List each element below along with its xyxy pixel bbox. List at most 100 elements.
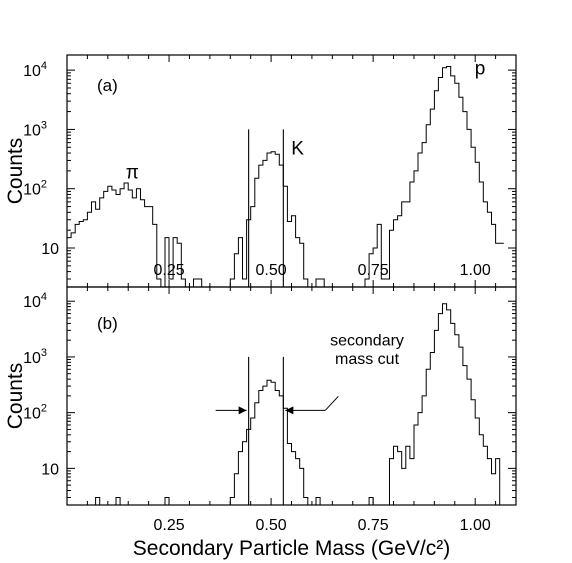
histogram-bin [500, 243, 504, 287]
histogram-bin [414, 425, 418, 505]
histogram-bin [316, 497, 320, 505]
histogram-bin [263, 160, 267, 287]
y-tick-exponent: 4 [41, 291, 47, 303]
histogram-bin [79, 221, 83, 287]
histogram-bin [243, 442, 247, 505]
histogram-bin [451, 323, 455, 505]
peak-annotation: π [126, 162, 139, 183]
x-tick-label: 1.00 [460, 262, 491, 279]
histogram-bin [198, 279, 202, 287]
histogram-bin [492, 474, 496, 505]
y-tick-label: 102 [23, 403, 47, 423]
histogram-bin [149, 207, 153, 287]
x-tick-label: 1.00 [460, 517, 491, 534]
histogram-bin [365, 279, 369, 287]
histogram-bin [496, 243, 500, 287]
histogram-bin [300, 468, 304, 505]
histogram-bin [169, 279, 173, 287]
histogram-bin [438, 314, 442, 505]
histogram-bin [287, 221, 291, 287]
histogram-bin [394, 220, 398, 287]
histogram-bin [194, 279, 198, 287]
histogram-bin [255, 178, 259, 287]
histogram-bin [467, 129, 471, 287]
histogram-bin [263, 386, 267, 505]
y-tick-base: 10 [23, 406, 41, 423]
histogram-bin [136, 189, 140, 287]
arrow-head-icon [238, 406, 247, 415]
histogram-bin [91, 202, 95, 287]
histogram-bin [238, 238, 242, 287]
histogram-bin [259, 165, 263, 287]
histogram-bin [96, 209, 100, 287]
histogram-bin [487, 212, 491, 287]
y-tick-exponent: 3 [41, 119, 47, 131]
histogram-bin [402, 468, 406, 505]
y-tick-label: 104 [23, 291, 47, 311]
histogram-bin [369, 254, 373, 287]
histogram-bin [267, 380, 271, 505]
y-tick-exponent: 3 [41, 347, 47, 359]
histogram-bin [275, 154, 279, 287]
y-tick-exponent: 4 [41, 60, 47, 72]
histogram-bin [459, 347, 463, 505]
histogram-bin [145, 207, 149, 287]
histogram-bin [271, 152, 275, 287]
peak-annotation: secondary [330, 333, 404, 350]
histogram-bin [443, 304, 447, 505]
histogram-bin [479, 435, 483, 505]
histogram-bin [116, 497, 120, 505]
arrow-head-icon [285, 406, 294, 415]
histogram-bin [394, 446, 398, 505]
histogram-bin [467, 379, 471, 505]
histogram-bin [475, 162, 479, 287]
histogram-bin [471, 400, 475, 505]
histogram-bin [234, 254, 238, 287]
y-tick-base: 10 [23, 63, 41, 80]
histogram-bin [304, 279, 308, 287]
histogram-bin [279, 165, 283, 287]
histogram-bin [487, 459, 491, 505]
histogram-bin [267, 153, 271, 287]
histogram-bin [96, 497, 100, 505]
x-tick-label: 0.75 [358, 517, 389, 534]
histogram-bin [447, 67, 451, 287]
histogram-bin [434, 330, 438, 505]
histogram-bin [426, 125, 430, 287]
histogram-bin [238, 452, 242, 505]
histogram-bin [316, 279, 320, 287]
y-tick-base: 10 [41, 241, 59, 258]
histogram-bin [292, 452, 296, 505]
histogram-bin [304, 497, 308, 505]
histogram-bin [140, 200, 144, 287]
panel-label: (a) [97, 76, 118, 95]
histogram-bin [116, 194, 120, 287]
histogram-bin [406, 446, 410, 505]
histogram-bin [377, 224, 381, 287]
histogram-bin [496, 459, 500, 505]
histogram-bin [100, 198, 104, 287]
histogram-bin [398, 216, 402, 287]
histogram-bin [173, 238, 177, 287]
histogram-bin [414, 171, 418, 287]
histogram-bin [165, 497, 169, 505]
histogram-bin [71, 233, 75, 287]
y-tick-base: 10 [41, 461, 59, 478]
histogram-bin [112, 190, 116, 287]
y-axis-label: Counts [4, 138, 27, 205]
histogram-bin [83, 220, 87, 287]
histogram-bin [296, 459, 300, 505]
histogram-bin [492, 224, 496, 287]
y-axis-label: Counts [4, 363, 27, 430]
y-tick-base: 10 [23, 350, 41, 367]
histogram-bin [389, 230, 393, 287]
histogram-bin [108, 186, 112, 287]
y-tick-exponent: 2 [41, 179, 47, 191]
x-tick-label: 0.50 [256, 517, 287, 534]
histogram-bin [251, 418, 255, 505]
histogram-bin [381, 279, 385, 287]
histogram-bin [128, 190, 132, 287]
histogram-bin [471, 147, 475, 287]
